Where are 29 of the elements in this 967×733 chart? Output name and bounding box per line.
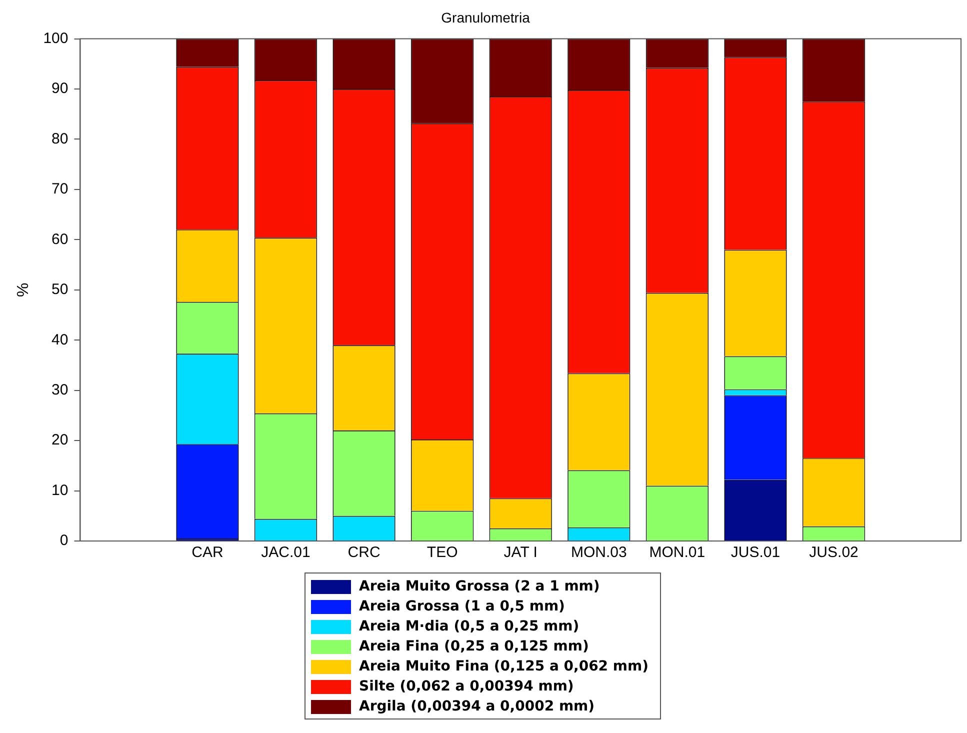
legend-label: Areia Muito Grossa (2 a 1 mm) (359, 578, 600, 595)
legend-label: Areia Fina (0,25 a 0,125 mm) (359, 638, 589, 655)
x-tick-label: MON.01 (649, 544, 706, 562)
legend-label: Argila (0,00394 a 0,0002 mm) (359, 698, 595, 715)
x-tick-label: JAC.01 (261, 544, 310, 562)
legend-label: Areia Muito Fina (0,125 a 0,062 mm) (359, 658, 648, 675)
x-tick-label: JUS.01 (730, 544, 780, 562)
legend-label: Areia M·dia (0,5 a 0,25 mm) (359, 618, 580, 635)
y-axis-title: % (15, 282, 32, 298)
x-tick-label: JAT I (504, 544, 538, 562)
y-tick-label: 40 (52, 331, 68, 348)
y-tick-label: 10 (52, 482, 68, 499)
x-tick-label: JUS.02 (809, 544, 858, 562)
y-tick-label: 20 (52, 432, 68, 449)
x-tick-label: TEO (426, 544, 458, 562)
x-tick-label: CRC (348, 544, 380, 562)
y-tick-label: 100 (43, 30, 68, 47)
y-tick-label: 60 (52, 230, 68, 248)
legend-label: Areia Grossa (1 a 0,5 mm) (359, 598, 565, 615)
y-tick-label: 70 (52, 180, 68, 198)
x-tick-label: CAR (192, 544, 224, 562)
y-tick-label: 0 (60, 532, 68, 550)
y-tick-label: 30 (52, 381, 68, 398)
y-tick-label: 80 (52, 130, 68, 148)
chart-title: Granulometria (441, 9, 530, 26)
y-tick-label: 90 (52, 80, 68, 98)
y-tick-label: 50 (52, 281, 68, 298)
x-tick-label: MON.03 (570, 544, 627, 562)
legend-label: Silte (0,062 a 0,00394 mm) (359, 678, 574, 695)
